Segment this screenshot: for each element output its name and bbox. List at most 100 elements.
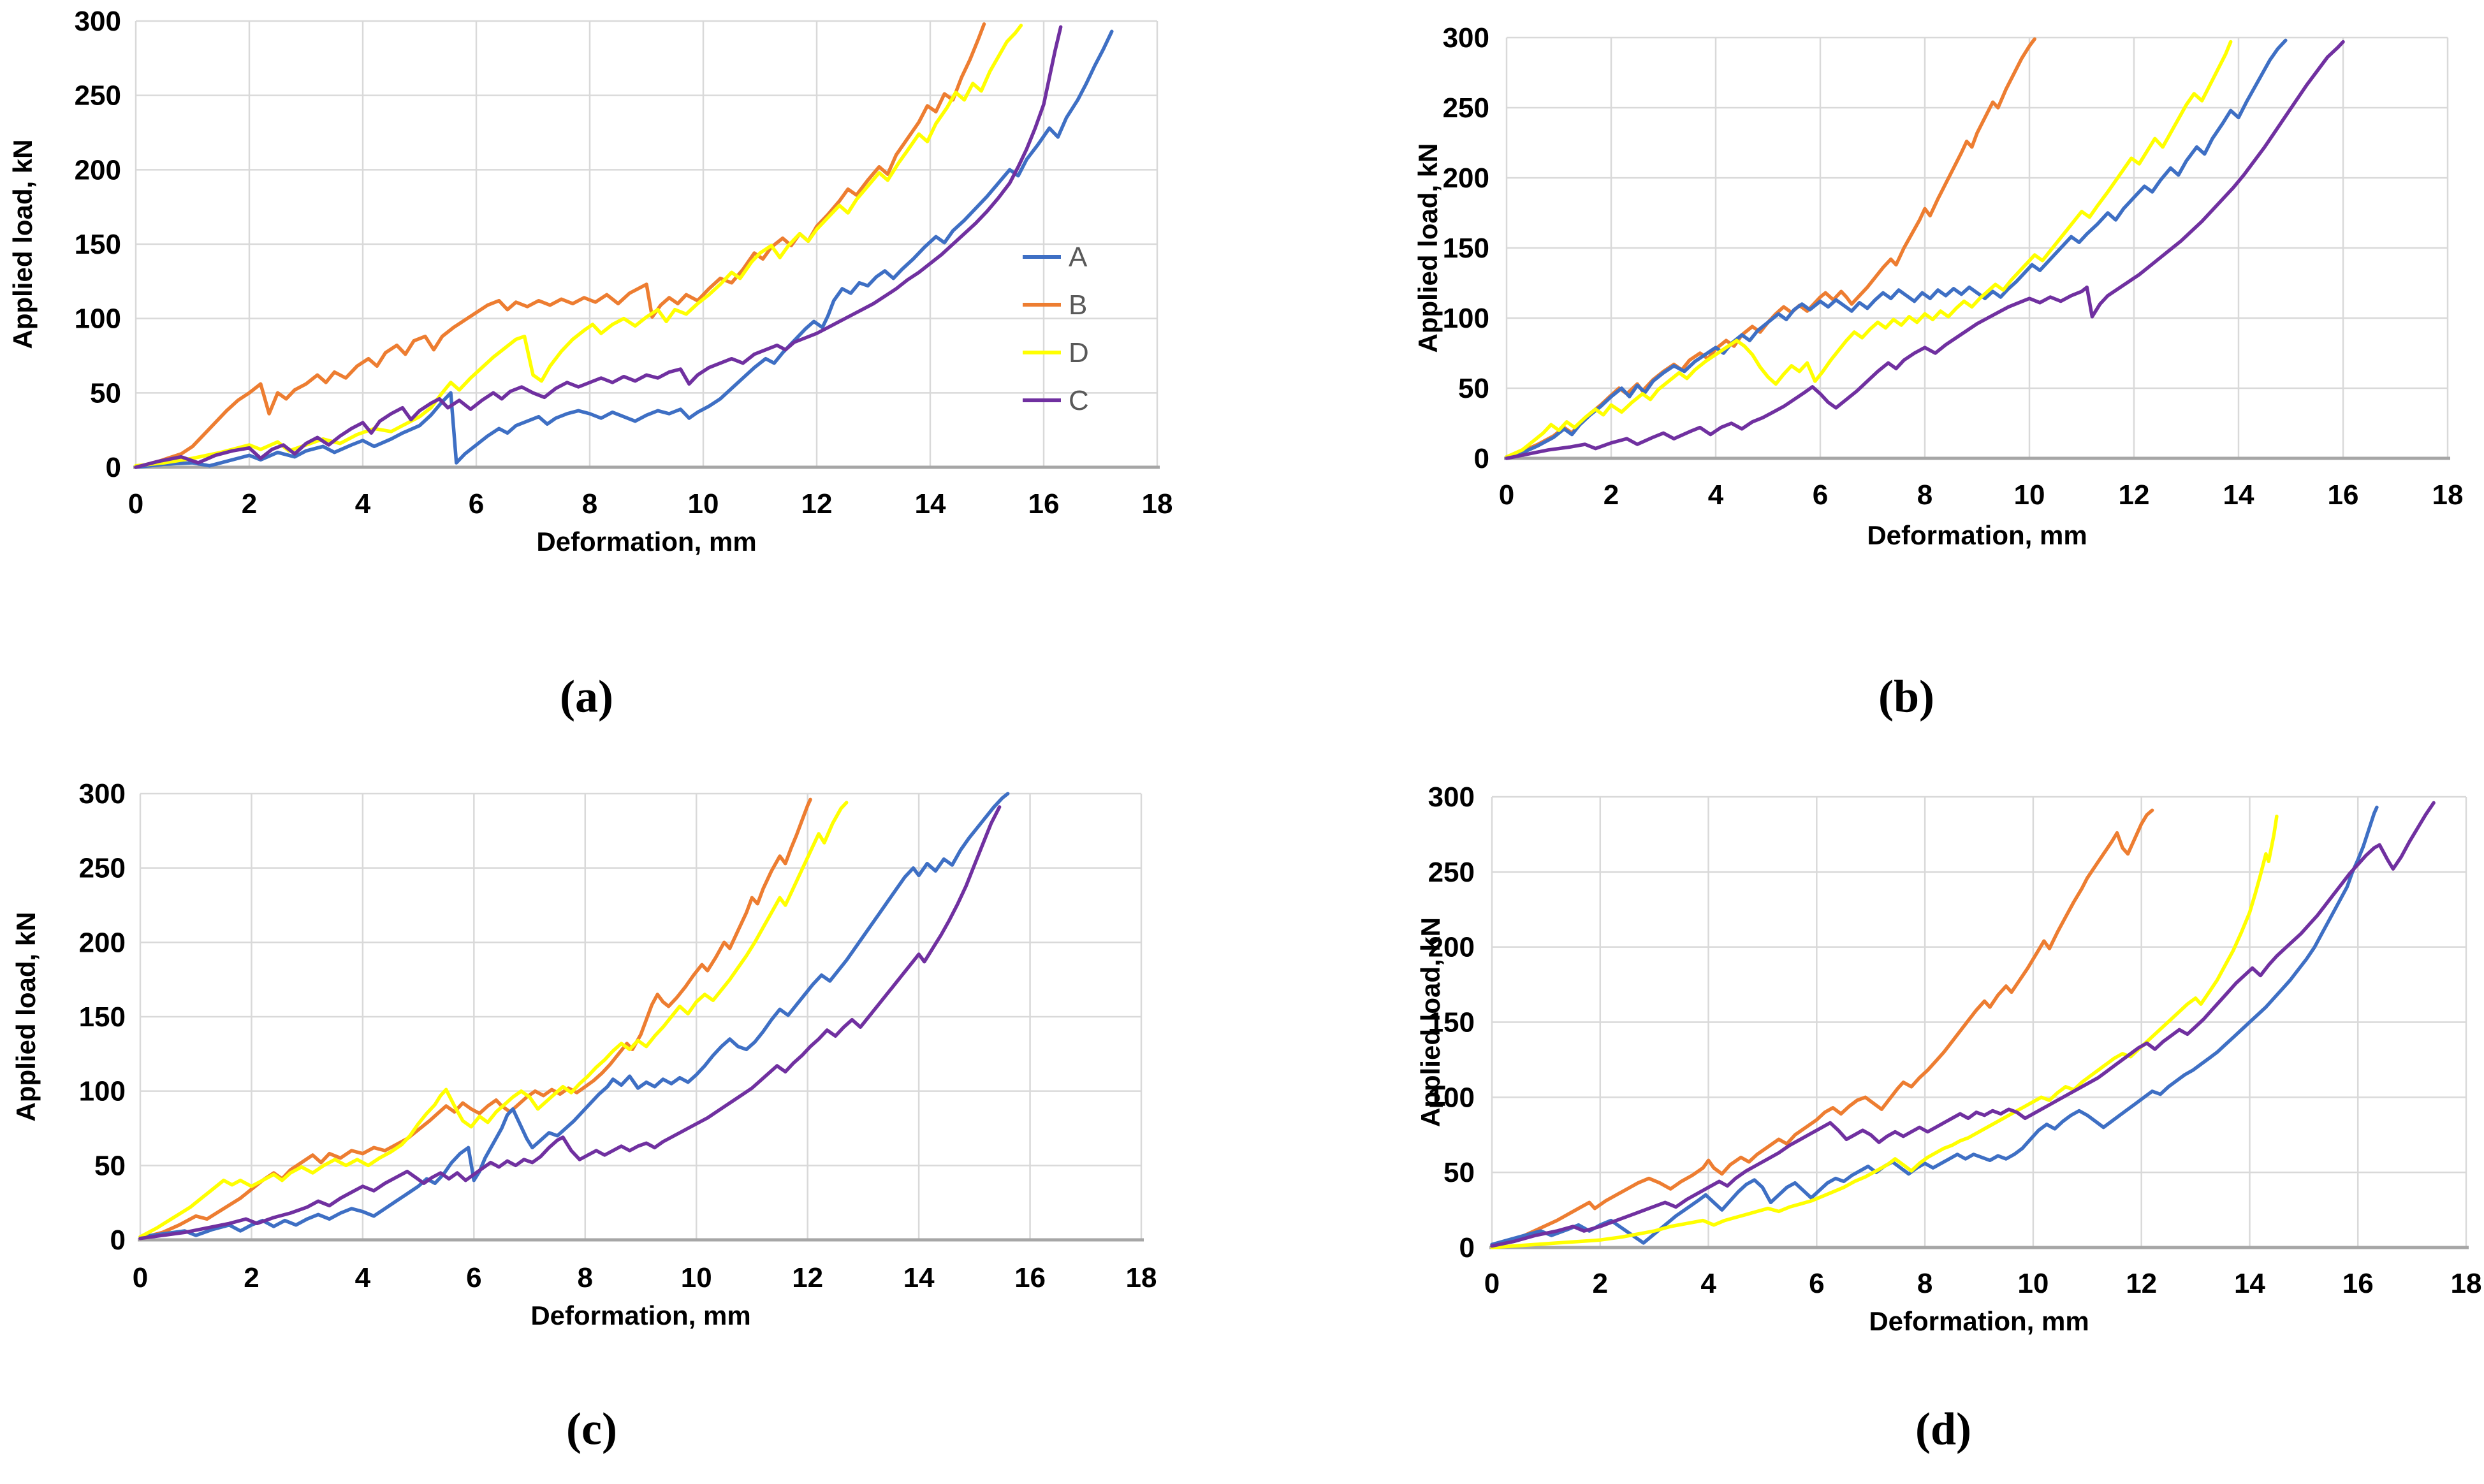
- series-line-D: [1505, 40, 2233, 459]
- y-tick-label: 150: [1443, 233, 1489, 264]
- x-tick-label: 16: [1014, 1262, 1046, 1293]
- caption-chart-a: (a): [560, 671, 613, 722]
- y-tick-label: 200: [75, 154, 121, 186]
- series-line-A: [1490, 805, 2379, 1247]
- x-axis-title: Deformation, mm: [1869, 1306, 2089, 1336]
- x-tick-label: 12: [2126, 1268, 2157, 1299]
- y-tick-label: 50: [1458, 373, 1489, 404]
- x-tick-label: 0: [1499, 479, 1514, 511]
- series-line-C: [1505, 40, 2345, 460]
- x-tick-label: 8: [582, 488, 597, 520]
- x-tick-label: 2: [1593, 1268, 1608, 1299]
- legend-label-A: A: [1069, 242, 1088, 273]
- legend-label-B: B: [1069, 289, 1087, 321]
- x-tick-label: 0: [133, 1262, 148, 1293]
- y-tick-label: 200: [1443, 163, 1489, 194]
- series-line-B: [134, 22, 986, 469]
- x-tick-label: 4: [355, 488, 371, 520]
- y-axis-title: Applied load, kN: [1415, 917, 1445, 1127]
- x-tick-label: 8: [1917, 1268, 1932, 1299]
- x-axis-title: Deformation, mm: [530, 1300, 750, 1330]
- x-tick-label: 6: [1813, 479, 1828, 511]
- caption-chart-b: (b): [1878, 671, 1934, 722]
- x-tick-label: 8: [578, 1262, 593, 1293]
- x-tick-label: 14: [903, 1262, 935, 1293]
- x-tick-label: 10: [2014, 479, 2045, 511]
- x-tick-label: 8: [1917, 479, 1932, 511]
- x-tick-label: 10: [2017, 1268, 2049, 1299]
- x-tick-label: 2: [1604, 479, 1619, 511]
- series-line-B: [138, 797, 812, 1240]
- y-tick-label: 0: [1459, 1232, 1475, 1263]
- x-tick-label: 6: [469, 488, 484, 520]
- y-tick-label: 200: [79, 927, 126, 958]
- legend-label-D: D: [1069, 337, 1089, 368]
- x-tick-label: 2: [242, 488, 257, 520]
- legend-label-C: C: [1069, 385, 1089, 416]
- series-line-A: [134, 29, 1114, 469]
- y-tick-label: 300: [1443, 22, 1489, 54]
- y-tick-label: 250: [1428, 857, 1475, 888]
- y-tick-label: 150: [1428, 1007, 1475, 1038]
- x-tick-label: 18: [1142, 488, 1173, 520]
- x-tick-label: 12: [792, 1262, 823, 1293]
- x-tick-label: 16: [2342, 1268, 2374, 1299]
- x-tick-label: 4: [1708, 479, 1724, 511]
- x-tick-label: 14: [915, 488, 946, 520]
- series-line-D: [134, 24, 1023, 468]
- y-tick-label: 250: [75, 80, 121, 112]
- series-line-C: [138, 805, 1002, 1240]
- y-tick-label: 250: [1443, 92, 1489, 124]
- x-tick-label: 18: [1126, 1262, 1157, 1293]
- y-tick-label: 150: [75, 229, 121, 260]
- x-tick-label: 18: [2451, 1268, 2482, 1299]
- x-axis-title: Deformation, mm: [1867, 520, 2087, 550]
- series-line-C: [1490, 801, 2436, 1248]
- y-tick-label: 100: [1443, 303, 1489, 334]
- x-tick-label: 0: [1484, 1268, 1500, 1299]
- x-tick-label: 6: [466, 1262, 481, 1293]
- series-line-C: [134, 25, 1063, 469]
- x-tick-label: 12: [801, 488, 833, 520]
- y-tick-label: 50: [94, 1150, 126, 1181]
- caption-chart-c: (c): [566, 1403, 617, 1455]
- x-tick-label: 16: [1028, 488, 1060, 520]
- y-tick-label: 300: [75, 6, 121, 37]
- y-tick-label: 200: [1428, 932, 1475, 963]
- y-axis-title: Applied load, kN: [8, 139, 38, 349]
- series-line-A: [1505, 38, 2288, 459]
- y-tick-label: 300: [1428, 782, 1475, 813]
- y-tick-label: 300: [79, 778, 126, 810]
- x-tick-label: 14: [2223, 479, 2254, 511]
- x-tick-label: 10: [688, 488, 719, 520]
- x-tick-label: 16: [2328, 479, 2359, 511]
- series-line-D: [1490, 814, 2279, 1249]
- y-axis-title: Applied load, kN: [1413, 143, 1443, 353]
- y-tick-label: 250: [79, 853, 126, 884]
- x-tick-label: 0: [128, 488, 143, 520]
- y-tick-label: 150: [79, 1001, 126, 1033]
- x-tick-label: 4: [1700, 1268, 1716, 1299]
- y-tick-label: 100: [1428, 1082, 1475, 1113]
- series-line-B: [1490, 808, 2154, 1248]
- y-tick-label: 100: [75, 303, 121, 335]
- y-tick-label: 0: [110, 1225, 126, 1256]
- series-line-A: [138, 792, 1010, 1239]
- x-tick-label: 18: [2432, 479, 2464, 511]
- x-tick-label: 6: [1809, 1268, 1824, 1299]
- x-tick-label: 2: [244, 1262, 259, 1293]
- y-tick-label: 0: [1474, 443, 1489, 474]
- y-tick-label: 50: [1443, 1157, 1475, 1188]
- x-tick-label: 10: [681, 1262, 712, 1293]
- y-tick-label: 100: [79, 1076, 126, 1107]
- caption-chart-d: (d): [1915, 1403, 1971, 1455]
- x-tick-label: 12: [2119, 479, 2150, 511]
- y-tick-label: 0: [106, 452, 121, 483]
- x-axis-title: Deformation, mm: [536, 527, 756, 556]
- series-line-D: [138, 801, 849, 1239]
- x-tick-label: 4: [355, 1262, 371, 1293]
- y-tick-label: 50: [90, 377, 121, 409]
- x-tick-label: 14: [2234, 1268, 2265, 1299]
- y-axis-title: Applied load, kN: [11, 912, 41, 1121]
